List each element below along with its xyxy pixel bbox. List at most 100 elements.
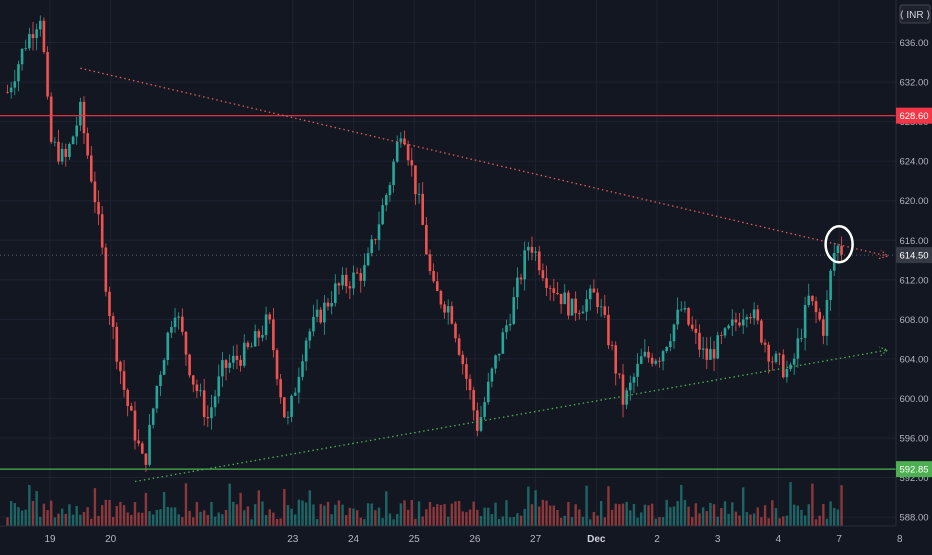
volume-bar xyxy=(130,514,133,526)
volume-bar xyxy=(570,517,574,526)
volume-bar xyxy=(505,500,508,526)
volume-bar xyxy=(814,519,818,526)
candle-body xyxy=(541,270,545,279)
volume-bar xyxy=(468,509,472,526)
volume-bar xyxy=(232,501,235,526)
volume-bar xyxy=(767,518,770,526)
volume-bar xyxy=(512,517,515,526)
volume-bar xyxy=(836,509,840,526)
candle-body xyxy=(581,311,585,314)
x-tick-label: 7 xyxy=(836,534,842,545)
volume-bar xyxy=(508,517,512,526)
candle-body xyxy=(494,355,497,369)
level-price-tag xyxy=(896,107,932,124)
volume-bar xyxy=(17,507,20,526)
trendlines xyxy=(80,67,889,483)
volume-bar xyxy=(337,500,341,526)
candle-body xyxy=(443,304,446,313)
y-tick-label: 632.00 xyxy=(899,78,928,89)
volume-bar xyxy=(13,503,16,526)
candle-body xyxy=(268,314,272,320)
candle-body xyxy=(57,141,60,162)
volume-bar xyxy=(490,514,494,526)
volume-bar xyxy=(545,500,548,526)
candle-body xyxy=(632,376,636,383)
candle-body xyxy=(563,292,567,305)
candle-body xyxy=(621,374,625,405)
volume-bar xyxy=(90,518,93,526)
candle-body xyxy=(250,346,253,348)
x-tick-label: 4 xyxy=(776,534,782,545)
candle-body xyxy=(195,384,199,392)
volume-bar xyxy=(57,513,60,526)
volume-bar xyxy=(148,511,151,526)
candle-body xyxy=(658,360,661,362)
volume-bar xyxy=(559,517,563,526)
volume-bar xyxy=(345,515,348,526)
current-price-tag xyxy=(896,247,932,264)
candle-body xyxy=(293,392,297,396)
volume-bar xyxy=(548,505,552,526)
candle-body xyxy=(13,81,17,88)
y-tick-label: 596.00 xyxy=(899,434,928,445)
volume-bar xyxy=(279,518,282,526)
volume-bar xyxy=(523,508,526,526)
volume-bar xyxy=(235,504,239,526)
support-trendline[interactable] xyxy=(134,349,888,483)
candle-body xyxy=(785,369,789,378)
volume-bar xyxy=(691,517,694,526)
volume-bar xyxy=(199,511,202,526)
volume-bar xyxy=(308,490,311,526)
price-axis-background xyxy=(896,0,932,550)
volume-bar xyxy=(257,490,261,526)
volume-bar xyxy=(749,514,752,526)
candle-body xyxy=(68,143,71,157)
candle-body xyxy=(213,396,217,408)
volume-bar xyxy=(108,500,111,526)
y-tick-label: 588.00 xyxy=(899,513,928,524)
currency-badge[interactable] xyxy=(899,4,931,24)
candle-body xyxy=(348,286,352,289)
candle-body xyxy=(774,353,778,363)
volume-bar xyxy=(126,512,129,526)
candle-body xyxy=(465,364,468,379)
volume-bar xyxy=(6,517,9,526)
candle-body xyxy=(669,341,672,348)
x-tick-label: 25 xyxy=(409,534,421,545)
candle-body xyxy=(38,20,42,30)
volume-bar xyxy=(833,507,836,526)
resistance-trendline[interactable] xyxy=(80,67,888,257)
price-axis[interactable]: ⟨ INR ⟩ 588.00 592.00 596.00 600.00 604.00 60… xyxy=(895,0,932,550)
y-tick-label: 612.00 xyxy=(899,275,928,286)
volume-bar xyxy=(221,514,224,526)
volume-bar xyxy=(326,501,330,526)
volume-bar xyxy=(541,499,545,526)
volume-bar xyxy=(268,509,271,526)
y-tick-label: 616.00 xyxy=(899,236,928,247)
volume-bar xyxy=(374,510,377,526)
candle-body xyxy=(253,331,257,347)
volume-bar xyxy=(709,502,712,526)
y-tick-label: 592.00 xyxy=(899,473,928,484)
candle-body xyxy=(188,354,191,376)
candle-body xyxy=(811,295,814,302)
candle-body xyxy=(384,195,388,206)
candle-body xyxy=(588,288,592,300)
candle-body xyxy=(137,440,140,444)
volume-bar xyxy=(206,514,210,526)
highlight-circle[interactable] xyxy=(824,224,854,264)
candle-body xyxy=(741,319,745,326)
candle-body xyxy=(24,48,28,50)
time-axis[interactable]: 19202324252627Dec234789 xyxy=(0,525,932,550)
candle-body xyxy=(683,307,687,310)
volume-bar xyxy=(42,503,46,526)
volume-bar xyxy=(654,518,657,526)
volume-bar xyxy=(341,504,344,526)
volume-bar xyxy=(352,508,355,526)
volume-bar xyxy=(669,507,672,526)
volume-bar xyxy=(792,504,796,526)
volume-bar xyxy=(64,513,67,526)
volume-bar xyxy=(782,516,785,526)
